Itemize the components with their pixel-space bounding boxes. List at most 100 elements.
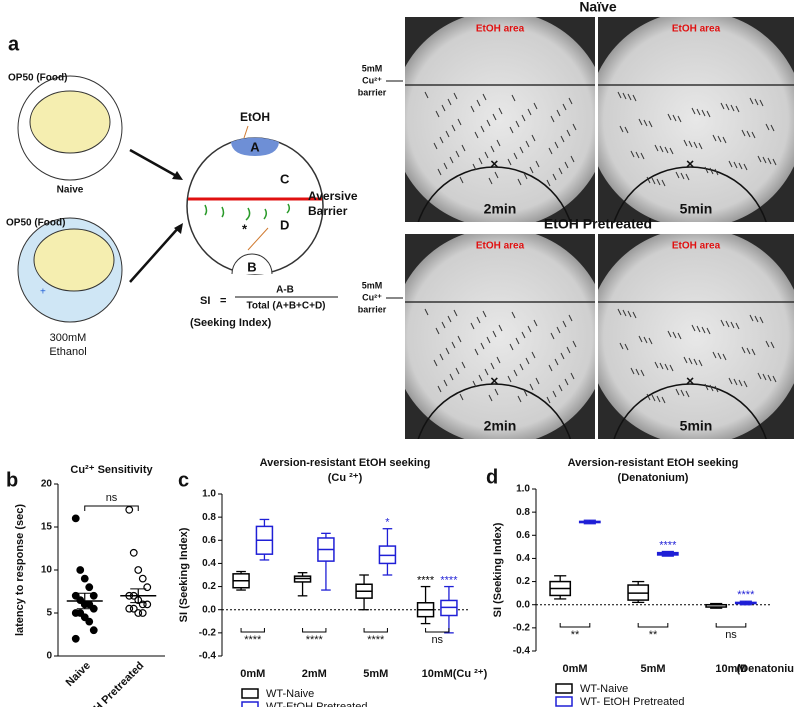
worm	[554, 141, 559, 149]
worm	[751, 348, 756, 356]
worm	[496, 139, 501, 147]
bracket	[425, 628, 450, 633]
worm	[646, 176, 651, 184]
barrier-caption: Aversive	[308, 189, 358, 203]
worm	[722, 136, 727, 144]
worm	[498, 324, 503, 332]
legend-label: WT- EtOH Pretreated	[580, 696, 685, 707]
y-tick-label: -0.2	[199, 627, 217, 638]
worm	[560, 135, 565, 143]
worm	[704, 166, 709, 174]
time-label: 2min	[484, 418, 517, 434]
worm	[704, 383, 709, 391]
y-axis-label: SI (Seeking Index)	[492, 522, 504, 617]
comparison: ****	[244, 634, 262, 646]
significance: ****	[659, 539, 677, 551]
worm	[677, 332, 682, 340]
y-tick-label: 0.2	[202, 581, 216, 592]
worm	[770, 341, 775, 349]
worm	[619, 125, 624, 133]
worm	[685, 173, 690, 181]
worm	[751, 131, 756, 139]
worm	[706, 327, 711, 335]
etoh-label: EtOH	[240, 110, 270, 124]
chart-subtitle: (Cu ²⁺)	[328, 472, 363, 484]
worm	[453, 92, 458, 100]
start-arc	[417, 383, 572, 439]
worm	[439, 136, 444, 144]
worm	[535, 377, 540, 385]
worm	[435, 327, 440, 335]
worm	[556, 109, 561, 117]
worm	[525, 357, 530, 365]
photo: ×	[405, 17, 595, 222]
worm	[472, 163, 477, 171]
worm	[562, 320, 567, 328]
point	[89, 626, 98, 635]
worm	[762, 373, 767, 381]
barrier-label: barrier	[358, 87, 387, 97]
chart-subtitle: (Denatonium)	[618, 472, 689, 484]
worm	[767, 374, 772, 382]
worm	[509, 126, 514, 134]
legend-label: WT-EtOH Pretreated	[266, 701, 367, 707]
worm	[630, 367, 635, 375]
worm	[730, 104, 735, 112]
worm	[490, 362, 495, 370]
worm	[556, 326, 561, 334]
bracket	[84, 505, 139, 511]
worm	[533, 319, 538, 327]
worm	[638, 335, 643, 343]
worm	[470, 322, 475, 330]
worm	[435, 110, 440, 118]
arrow	[129, 148, 181, 180]
arrow-head	[172, 171, 183, 180]
worm	[735, 105, 740, 113]
worm	[754, 315, 759, 323]
worm	[714, 385, 719, 393]
worm	[482, 310, 487, 318]
worm	[701, 109, 706, 117]
worm	[441, 104, 446, 112]
worm	[651, 394, 656, 402]
zone-label: D	[280, 217, 289, 232]
star: *	[242, 221, 248, 236]
significance: ****	[737, 589, 755, 601]
worm	[554, 358, 559, 366]
worm	[691, 324, 696, 332]
arrow-head	[174, 223, 183, 234]
worm	[757, 372, 762, 380]
worm	[638, 118, 643, 126]
worm	[749, 97, 754, 105]
worm	[546, 179, 551, 187]
panel-letter: d	[486, 466, 498, 488]
worm	[498, 107, 503, 115]
panel-letter: a	[8, 33, 20, 55]
worm	[717, 135, 722, 143]
worm	[667, 330, 672, 338]
legend-swatch	[555, 696, 573, 707]
chart-d: d Aversion-resistant EtOH seeking (Denaton…	[486, 457, 794, 707]
worm	[490, 145, 495, 153]
worm	[550, 115, 555, 123]
worm	[648, 120, 653, 128]
worm	[486, 336, 491, 344]
worm	[484, 151, 489, 159]
barrier-label: barrier	[358, 304, 387, 314]
arrow	[247, 227, 269, 251]
formula-eq: =	[220, 295, 226, 307]
bracket	[363, 628, 388, 633]
worm	[531, 134, 536, 142]
worm	[517, 395, 522, 403]
dish	[405, 17, 595, 222]
y-tick-label: 0.0	[516, 599, 530, 610]
worm	[507, 158, 512, 166]
worm	[527, 108, 532, 116]
worm	[651, 177, 656, 185]
significance: ****	[440, 574, 458, 586]
worm	[720, 319, 725, 327]
worm	[494, 388, 499, 396]
worm	[451, 124, 456, 132]
y-tick-label: 5	[46, 608, 52, 619]
